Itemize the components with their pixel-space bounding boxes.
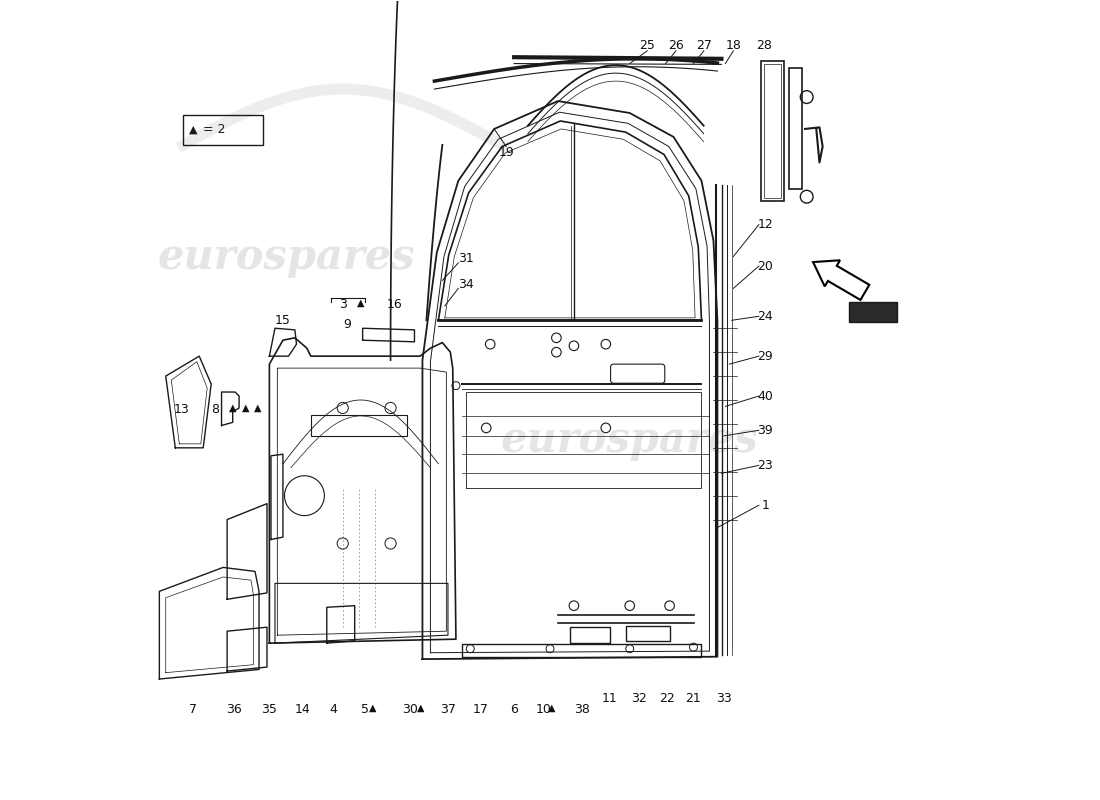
Text: 9: 9 bbox=[343, 318, 351, 330]
Text: = 2: = 2 bbox=[204, 123, 226, 136]
Text: ▲: ▲ bbox=[548, 702, 556, 713]
Text: 5: 5 bbox=[361, 703, 368, 716]
Text: 14: 14 bbox=[295, 703, 310, 716]
Bar bbox=[462, 644, 702, 657]
Text: 32: 32 bbox=[631, 693, 647, 706]
Text: 30: 30 bbox=[403, 703, 418, 716]
Text: 4: 4 bbox=[329, 703, 337, 716]
Text: 37: 37 bbox=[440, 703, 455, 716]
Text: ▲: ▲ bbox=[370, 702, 377, 713]
Text: 15: 15 bbox=[275, 314, 290, 326]
Text: ▲: ▲ bbox=[417, 702, 425, 713]
Text: 18: 18 bbox=[725, 38, 741, 52]
Text: 28: 28 bbox=[756, 38, 771, 52]
Text: 29: 29 bbox=[758, 350, 773, 362]
FancyArrow shape bbox=[813, 260, 869, 300]
Text: 7: 7 bbox=[189, 703, 197, 716]
Text: 23: 23 bbox=[758, 459, 773, 472]
Text: 3: 3 bbox=[339, 298, 346, 311]
Text: ▲: ▲ bbox=[242, 403, 250, 413]
Text: 21: 21 bbox=[685, 693, 702, 706]
Text: 35: 35 bbox=[261, 703, 276, 716]
Text: 31: 31 bbox=[459, 251, 474, 265]
Text: 26: 26 bbox=[668, 38, 684, 52]
Text: 6: 6 bbox=[510, 703, 518, 716]
Bar bbox=[184, 114, 263, 145]
Text: 10: 10 bbox=[536, 703, 551, 716]
Bar bbox=[763, 64, 781, 198]
Bar bbox=[789, 67, 802, 189]
Bar bbox=[311, 415, 407, 436]
Text: 17: 17 bbox=[473, 703, 488, 716]
Bar bbox=[761, 61, 783, 201]
Text: 19: 19 bbox=[498, 146, 514, 159]
Text: ▲: ▲ bbox=[356, 298, 364, 308]
Bar bbox=[570, 627, 609, 643]
Text: 20: 20 bbox=[757, 259, 773, 273]
Text: eurospares: eurospares bbox=[500, 419, 759, 461]
Text: 34: 34 bbox=[459, 278, 474, 291]
Text: 8: 8 bbox=[211, 403, 219, 416]
Bar bbox=[849, 302, 896, 322]
Text: 22: 22 bbox=[659, 693, 675, 706]
Text: 16: 16 bbox=[387, 298, 403, 311]
Text: 40: 40 bbox=[757, 390, 773, 402]
Text: 38: 38 bbox=[574, 703, 590, 716]
Text: 11: 11 bbox=[602, 693, 618, 706]
Text: 24: 24 bbox=[758, 310, 773, 322]
Text: eurospares: eurospares bbox=[158, 235, 416, 278]
Text: 13: 13 bbox=[174, 403, 189, 416]
Text: ▲: ▲ bbox=[254, 403, 262, 413]
Text: ▲: ▲ bbox=[189, 125, 198, 134]
Text: 27: 27 bbox=[696, 38, 712, 52]
Text: 1: 1 bbox=[761, 498, 769, 512]
Bar bbox=[626, 626, 670, 641]
Text: 12: 12 bbox=[758, 218, 773, 231]
Text: 39: 39 bbox=[758, 424, 773, 437]
Text: ▲: ▲ bbox=[229, 403, 236, 413]
Text: 25: 25 bbox=[639, 38, 656, 52]
Text: 36: 36 bbox=[226, 703, 241, 716]
Text: 33: 33 bbox=[716, 693, 732, 706]
